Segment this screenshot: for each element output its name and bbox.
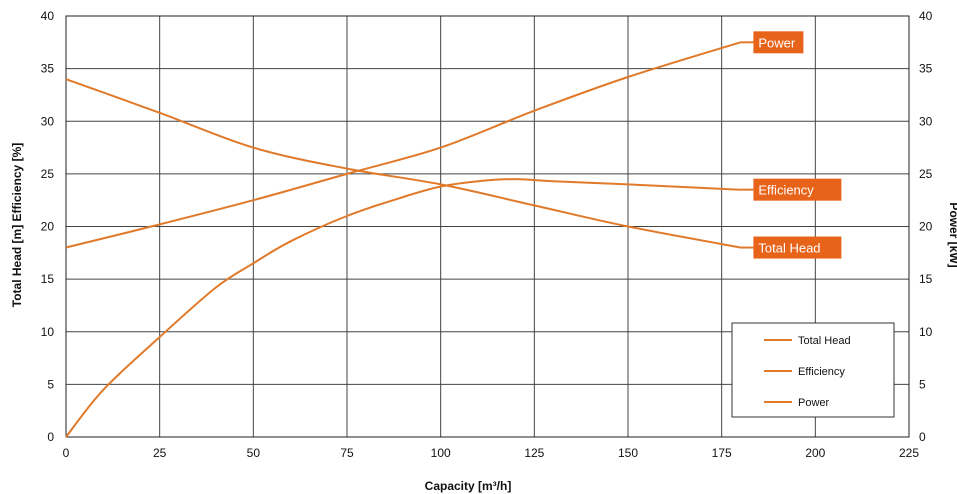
end-label-text: Efficiency [758,183,814,198]
legend-label-total-head: Total Head [798,335,851,347]
power-end-label: Power [740,31,804,54]
y-axis-right-title: Power [kW] [947,202,957,267]
efficiency-series-line [65,178,741,438]
total-head-series-line [65,78,741,249]
y-left-tick-label: 30 [41,114,55,128]
y-right-tick-label: 15 [919,272,933,286]
y-right-tick-label: 5 [919,377,926,391]
power-series-line [65,41,741,249]
y-right-tick-label: 20 [919,220,933,234]
end-label-box [753,236,842,259]
x-tick-label: 100 [431,446,451,460]
x-tick-label: 225 [899,446,919,460]
end-label-text: Total Head [758,241,820,256]
x-tick-label: 200 [805,446,825,460]
y-left-tick-label: 15 [41,272,55,286]
y-right-tick-label: 30 [919,114,933,128]
legend-label-efficiency: Efficiency [798,366,845,378]
x-tick-label: 50 [247,446,261,460]
y-right-tick-label: 10 [919,325,933,339]
y-left-tick-label: 20 [41,220,55,234]
y-left-tick-label: 0 [47,430,54,444]
y-right-tick-label: 25 [919,167,933,181]
y-left-tick-label: 5 [47,377,54,391]
y-right-tick-label: 0 [919,430,926,444]
series-end-labels: Power Efficiency Total Head [740,31,842,259]
x-tick-label: 150 [618,446,638,460]
x-tick-label: 125 [524,446,544,460]
y-axis-right-ticks: 0 5 10 15 20 25 30 35 40 [919,9,933,444]
x-tick-label: 0 [63,446,70,460]
y-right-tick-label: 35 [919,62,933,76]
x-tick-label: 175 [712,446,732,460]
y-axis-left-title: Total Head [m] Efficiency [%] [10,143,24,307]
y-left-tick-label: 35 [41,62,55,76]
x-tick-label: 25 [153,446,167,460]
end-label-text: Power [758,35,796,50]
end-label-box [753,178,842,201]
end-label-box [753,31,804,54]
legend-label-power: Power [798,397,830,409]
y-left-tick-label: 40 [41,9,55,23]
legend: Total Head Efficiency Power [731,322,895,418]
y-left-tick-label: 25 [41,167,55,181]
y-left-tick-label: 10 [41,325,55,339]
x-axis-ticks: 0 25 50 75 100 125 150 175 200 225 [63,446,920,460]
y-right-tick-label: 40 [919,9,933,23]
y-axis-left-ticks: 0 5 10 15 20 25 30 35 40 [41,9,55,444]
series-lines [65,41,741,438]
plot-area-border [65,15,910,438]
x-axis-title: Capacity [m³/h] [425,479,512,493]
efficiency-end-label: Efficiency [740,178,842,201]
legend-box [731,322,895,418]
total-head-end-label: Total Head [740,236,842,259]
x-tick-label: 75 [340,446,354,460]
